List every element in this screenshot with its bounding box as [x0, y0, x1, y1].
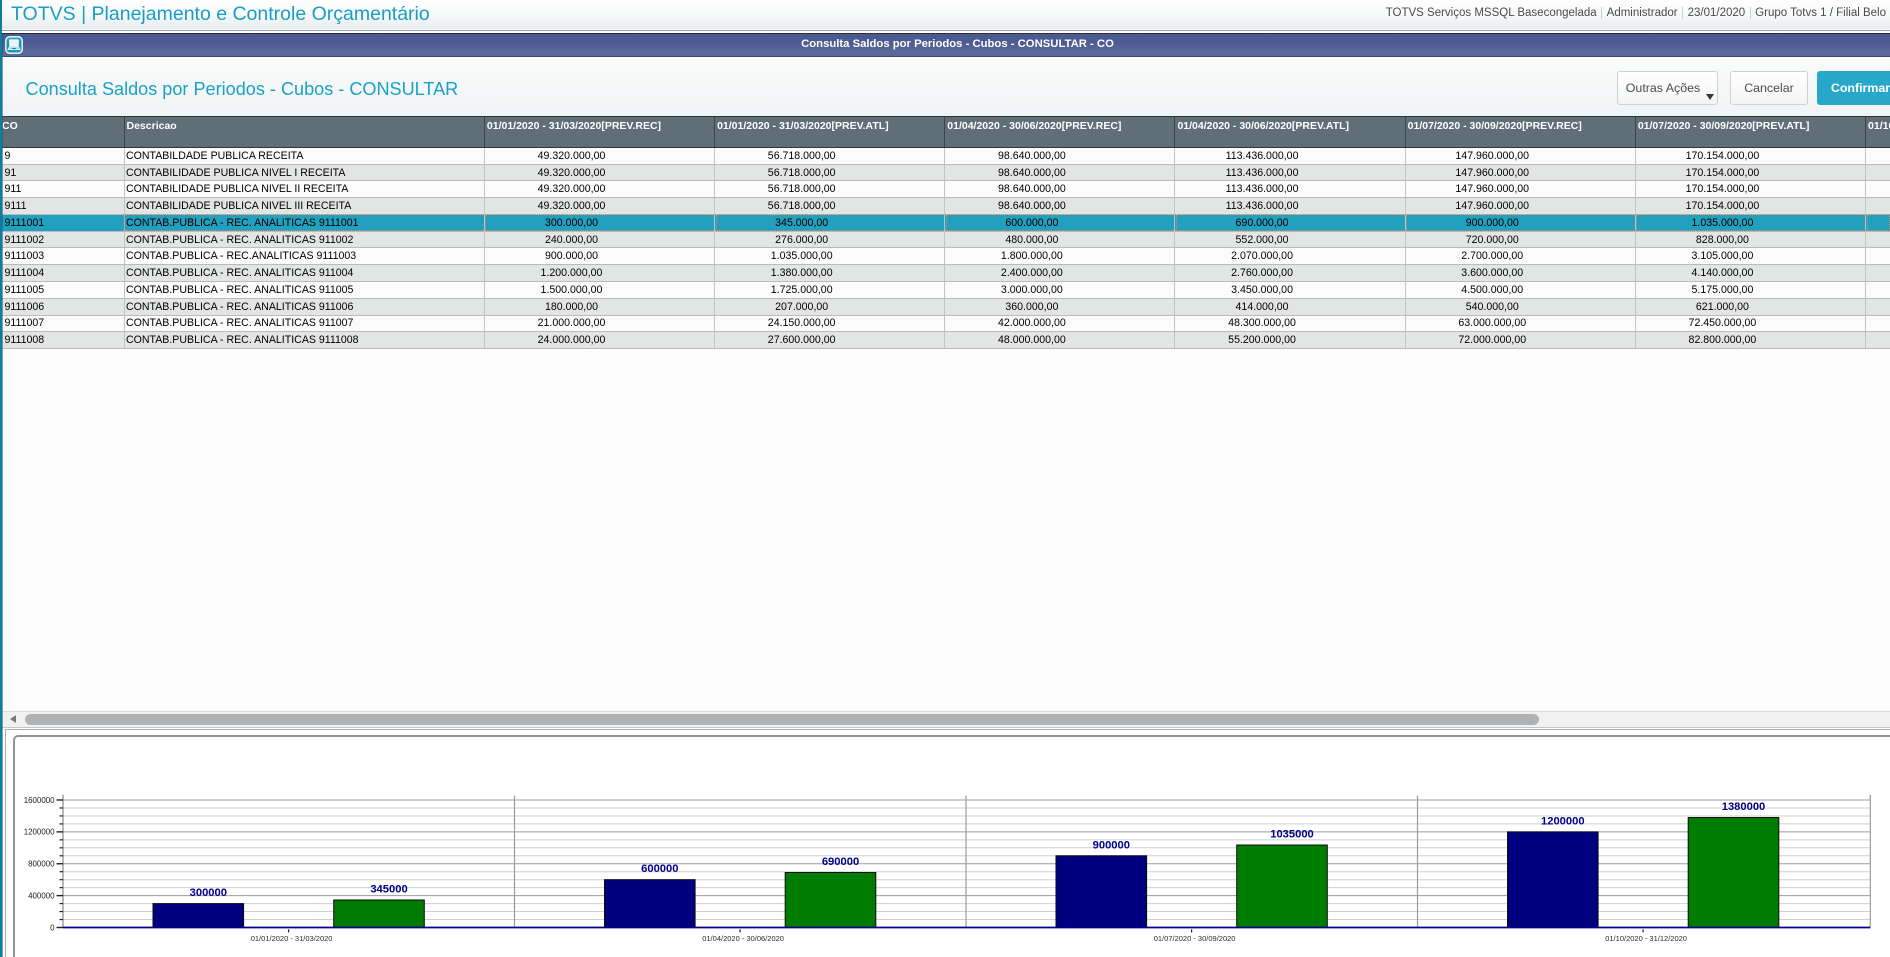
svg-text:1600000: 1600000 — [24, 796, 55, 805]
svg-text:1035000: 1035000 — [1270, 829, 1314, 841]
svg-text:01/04/2020 - 30/06/2020: 01/04/2020 - 30/06/2020 — [702, 934, 784, 943]
svg-text:1200000: 1200000 — [1541, 815, 1585, 827]
svg-text:900000: 900000 — [1093, 839, 1130, 851]
svg-text:0: 0 — [50, 923, 55, 932]
svg-text:01/10/2020 - 31/12/2020: 01/10/2020 - 31/12/2020 — [1605, 934, 1687, 943]
svg-text:400000: 400000 — [28, 891, 55, 900]
svg-text:01/01/2020 - 31/03/2020: 01/01/2020 - 31/03/2020 — [251, 934, 333, 943]
svg-text:800000: 800000 — [28, 860, 55, 869]
svg-text:1380000: 1380000 — [1722, 801, 1766, 813]
svg-text:690000: 690000 — [822, 856, 859, 868]
svg-text:300000: 300000 — [190, 887, 227, 899]
svg-text:600000: 600000 — [641, 863, 678, 875]
svg-text:01/07/2020 - 30/09/2020: 01/07/2020 - 30/09/2020 — [1154, 934, 1236, 943]
svg-text:345000: 345000 — [370, 884, 407, 896]
svg-text:1200000: 1200000 — [24, 828, 55, 837]
